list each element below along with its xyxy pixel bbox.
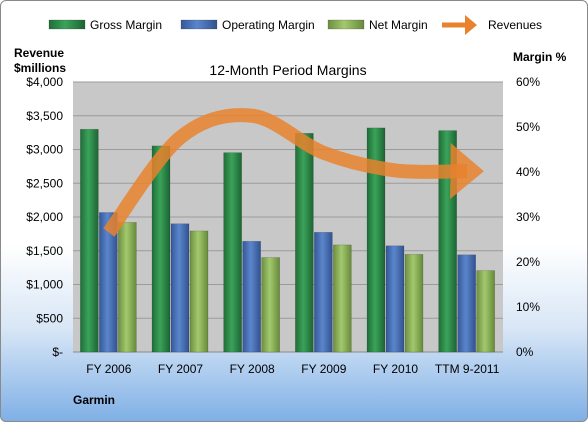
- category-labels: FY 2006 FY 2007 FY 2008 FY 2009 FY 2010 TTM 9…: [86, 362, 499, 376]
- right-tick-label: 0%: [516, 345, 534, 359]
- gross-margin-bar: [80, 128, 99, 353]
- left-tick-label: $1,500: [26, 244, 63, 258]
- operating-margin-bar: [99, 212, 118, 353]
- right-tick-label: 40%: [516, 165, 540, 179]
- operating-margin-bar: [170, 223, 190, 353]
- left-tick-label: $2,000: [26, 210, 63, 224]
- left-tick-label: $4,000: [26, 75, 63, 89]
- gross-margin-bar: [366, 127, 386, 353]
- net-margin-bar: [333, 244, 352, 353]
- right-tick-label: 10%: [516, 300, 540, 314]
- right-tick-label: 30%: [516, 210, 540, 224]
- legend-label-operating-margin: Operating Margin: [222, 18, 315, 32]
- right-tick-label: 20%: [516, 255, 540, 269]
- left-axis-label-line2: $millions: [14, 61, 66, 75]
- gross-margin-bar: [151, 145, 171, 353]
- legend-swatch-net-margin: [327, 19, 365, 30]
- left-axis-ticks: $- $500 $1,000 $1,500 $2,000 $2,500 $3,000 $3,5…: [26, 75, 63, 359]
- net-margin-bar: [476, 270, 495, 353]
- right-axis-ticks: 0% 10% 20% 30% 40% 50% 60%: [516, 75, 540, 359]
- revenue-line: [103, 108, 484, 237]
- left-axis-label-line1: Revenue: [14, 46, 64, 60]
- category-label: FY 2010: [373, 362, 418, 376]
- operating-margin-bar: [385, 245, 405, 353]
- left-tick-label: $-: [52, 345, 63, 359]
- legend-label-gross-margin: Gross Margin: [90, 18, 162, 32]
- left-tick-label: $1,000: [26, 278, 63, 292]
- legend: Gross Margin Operating Margin Net Margin Re…: [48, 15, 542, 35]
- category-label: TTM 9-2011: [435, 362, 500, 376]
- category-label: FY 2008: [230, 362, 275, 376]
- right-tick-label: 50%: [516, 120, 540, 134]
- operating-margin-bar: [457, 254, 476, 353]
- left-tick-label: $500: [36, 311, 63, 325]
- net-margin-bar: [118, 222, 137, 353]
- category-label: FY 2007: [158, 362, 203, 376]
- revenue-layer: [103, 108, 484, 237]
- legend-swatch-operating-margin: [180, 19, 218, 30]
- right-tick-label: 60%: [516, 75, 540, 89]
- legend-swatch-gross-margin: [48, 19, 86, 30]
- legend-label-net-margin: Net Margin: [369, 18, 428, 32]
- net-margin-bar: [404, 254, 424, 353]
- bar-layer: [80, 127, 495, 353]
- net-margin-bar: [189, 230, 209, 353]
- left-tick-label: $2,500: [26, 176, 63, 190]
- net-margin-bar: [261, 257, 280, 353]
- operating-margin-bar: [242, 241, 261, 353]
- company-label: Garmin: [73, 393, 115, 407]
- gross-margin-bar: [438, 130, 457, 353]
- left-tick-label: $3,500: [26, 109, 63, 123]
- category-label: FY 2006: [86, 362, 131, 376]
- right-axis-label: Margin %: [513, 50, 567, 64]
- category-label: FY 2009: [301, 362, 346, 376]
- operating-margin-bar: [314, 232, 333, 353]
- legend-label-revenues: Revenues: [488, 18, 542, 32]
- gross-margin-bar: [295, 133, 314, 353]
- chart-title: 12-Month Period Margins: [209, 62, 366, 78]
- left-tick-label: $3,000: [26, 143, 63, 157]
- gridlines: [73, 81, 503, 353]
- gross-margin-bar: [223, 152, 242, 353]
